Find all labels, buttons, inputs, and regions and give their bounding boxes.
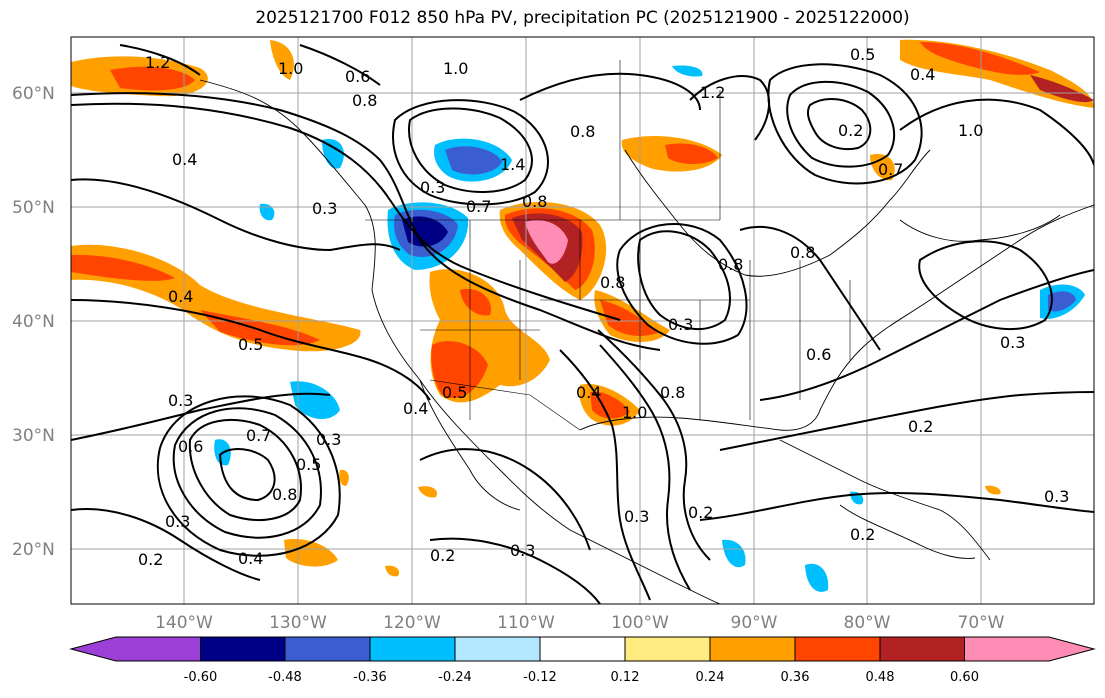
lon-label: 100°W [611,613,669,633]
lat-label: 30°N [12,426,55,446]
colorbar: -0.60 -0.48 -0.36 -0.24 -0.12 0.12 0.24 … [69,636,1096,685]
colorbar-tick: -0.12 [523,670,557,685]
contour-label: 0.4 [403,399,428,418]
contour-label: 0.3 [668,315,693,334]
political-borders [365,60,851,431]
lat-label: 40°N [12,312,55,332]
contour-label: 0.6 [345,67,370,86]
contour-label: 0.3 [420,178,445,197]
contour-label: 0.3 [1044,487,1069,506]
colorbar-segment [455,637,540,661]
colorbar-segment [370,637,455,661]
contour-label: 0.4 [172,150,197,169]
contour-label: 0.5 [850,45,875,64]
contour-label: 1.2 [145,53,170,72]
lon-label: 120°W [383,613,441,633]
contour-label: 0.3 [1000,333,1025,352]
contour-label: 0.3 [165,512,190,531]
lon-label: 70°W [958,613,1005,633]
colorbar-tick: -0.36 [353,670,387,685]
colorbar-segment [880,637,965,661]
colorbar-tick: -0.48 [268,670,302,685]
contour-label: 1.0 [278,59,303,78]
contour-label: 0.4 [238,549,263,568]
contour-label: 0.5 [296,455,321,474]
pv-contours [71,44,1094,604]
contour-label: 0.8 [790,243,815,262]
contour-label: 0.3 [316,430,341,449]
lat-label: 20°N [12,540,55,560]
contour-label: 0.2 [838,121,863,140]
contour-label: 0.8 [660,383,685,402]
lon-label: 130°W [269,613,327,633]
contour-label: 0.2 [430,546,455,565]
contour-label: 0.7 [466,197,491,216]
contour-label: 0.2 [138,550,163,569]
contour-label: 0.8 [600,273,625,292]
lon-label: 140°W [155,613,213,633]
contour-label: 0.8 [718,255,743,274]
colorbar-tick: -0.60 [184,670,218,685]
lon-label: 90°W [731,613,778,633]
contour-label: 1.2 [700,83,725,102]
contour-label: 0.6 [806,345,831,364]
contour-label: 0.4 [168,287,193,306]
lat-label: 50°N [12,198,55,218]
colorbar-segment [625,637,710,661]
colorbar-tick: -0.24 [438,670,472,685]
colorbar-segment [71,637,116,661]
longitude-labels: 140°W 130°W 120°W 110°W 100°W 90°W 80°W … [155,613,1005,633]
colorbar-segment [285,637,370,661]
contour-label: 1.0 [958,121,983,140]
colorbar-segment [964,637,1049,661]
colorbar-segment [200,637,285,661]
contour-label: 0.2 [688,503,713,522]
colorbar-segment [1049,637,1094,661]
map-title: 2025121700 F012 850 hPa PV, precipitatio… [255,8,910,28]
contour-label: 0.4 [576,383,601,402]
plot-frame [70,36,1095,605]
colorbar-segment [795,637,880,661]
lon-label: 80°W [844,613,891,633]
contour-label: 0.8 [272,485,297,504]
contour-label: 0.2 [850,525,875,544]
colorbar-tick: 0.60 [950,670,979,685]
contour-label: 0.5 [442,383,467,402]
contour-label: 0.5 [238,335,263,354]
contour-label: 0.8 [570,122,595,141]
colorbar-tick: 0.24 [696,670,725,685]
contour-label: 0.7 [878,160,903,179]
colorbar-outline [69,636,1096,662]
contour-label: 1.0 [622,403,647,422]
contour-label: 0.3 [510,541,535,560]
colorbar-tick: 0.48 [866,670,895,685]
contour-label-group: 1.2 1.0 0.8 0.6 1.0 0.4 0.4 0.5 0.3 0.7 … [138,45,1069,569]
contour-label: 0.3 [624,507,649,526]
colorbar-tick: 0.12 [611,670,640,685]
contour-label: 0.8 [522,192,547,211]
contour-label: 0.3 [168,391,193,410]
colorbar-tick: 0.36 [781,670,810,685]
contour-label: 1.0 [443,59,468,78]
contour-label: 1.4 [500,155,525,174]
latitude-labels: 60°N 50°N 40°N 30°N 20°N [12,84,55,560]
lat-label: 60°N [12,84,55,104]
lon-label: 110°W [497,613,555,633]
colorbar-segment [710,637,795,661]
contour-label: 0.4 [910,65,935,84]
colorbar-segment [540,637,625,661]
precip-shading [71,39,1094,592]
contour-label: 0.8 [352,91,377,110]
contour-label: 0.3 [312,199,337,218]
contour-label: 0.6 [178,437,203,456]
colorbar-segment [116,637,201,661]
contour-label: 0.2 [908,417,933,436]
contour-label: 0.7 [246,426,271,445]
